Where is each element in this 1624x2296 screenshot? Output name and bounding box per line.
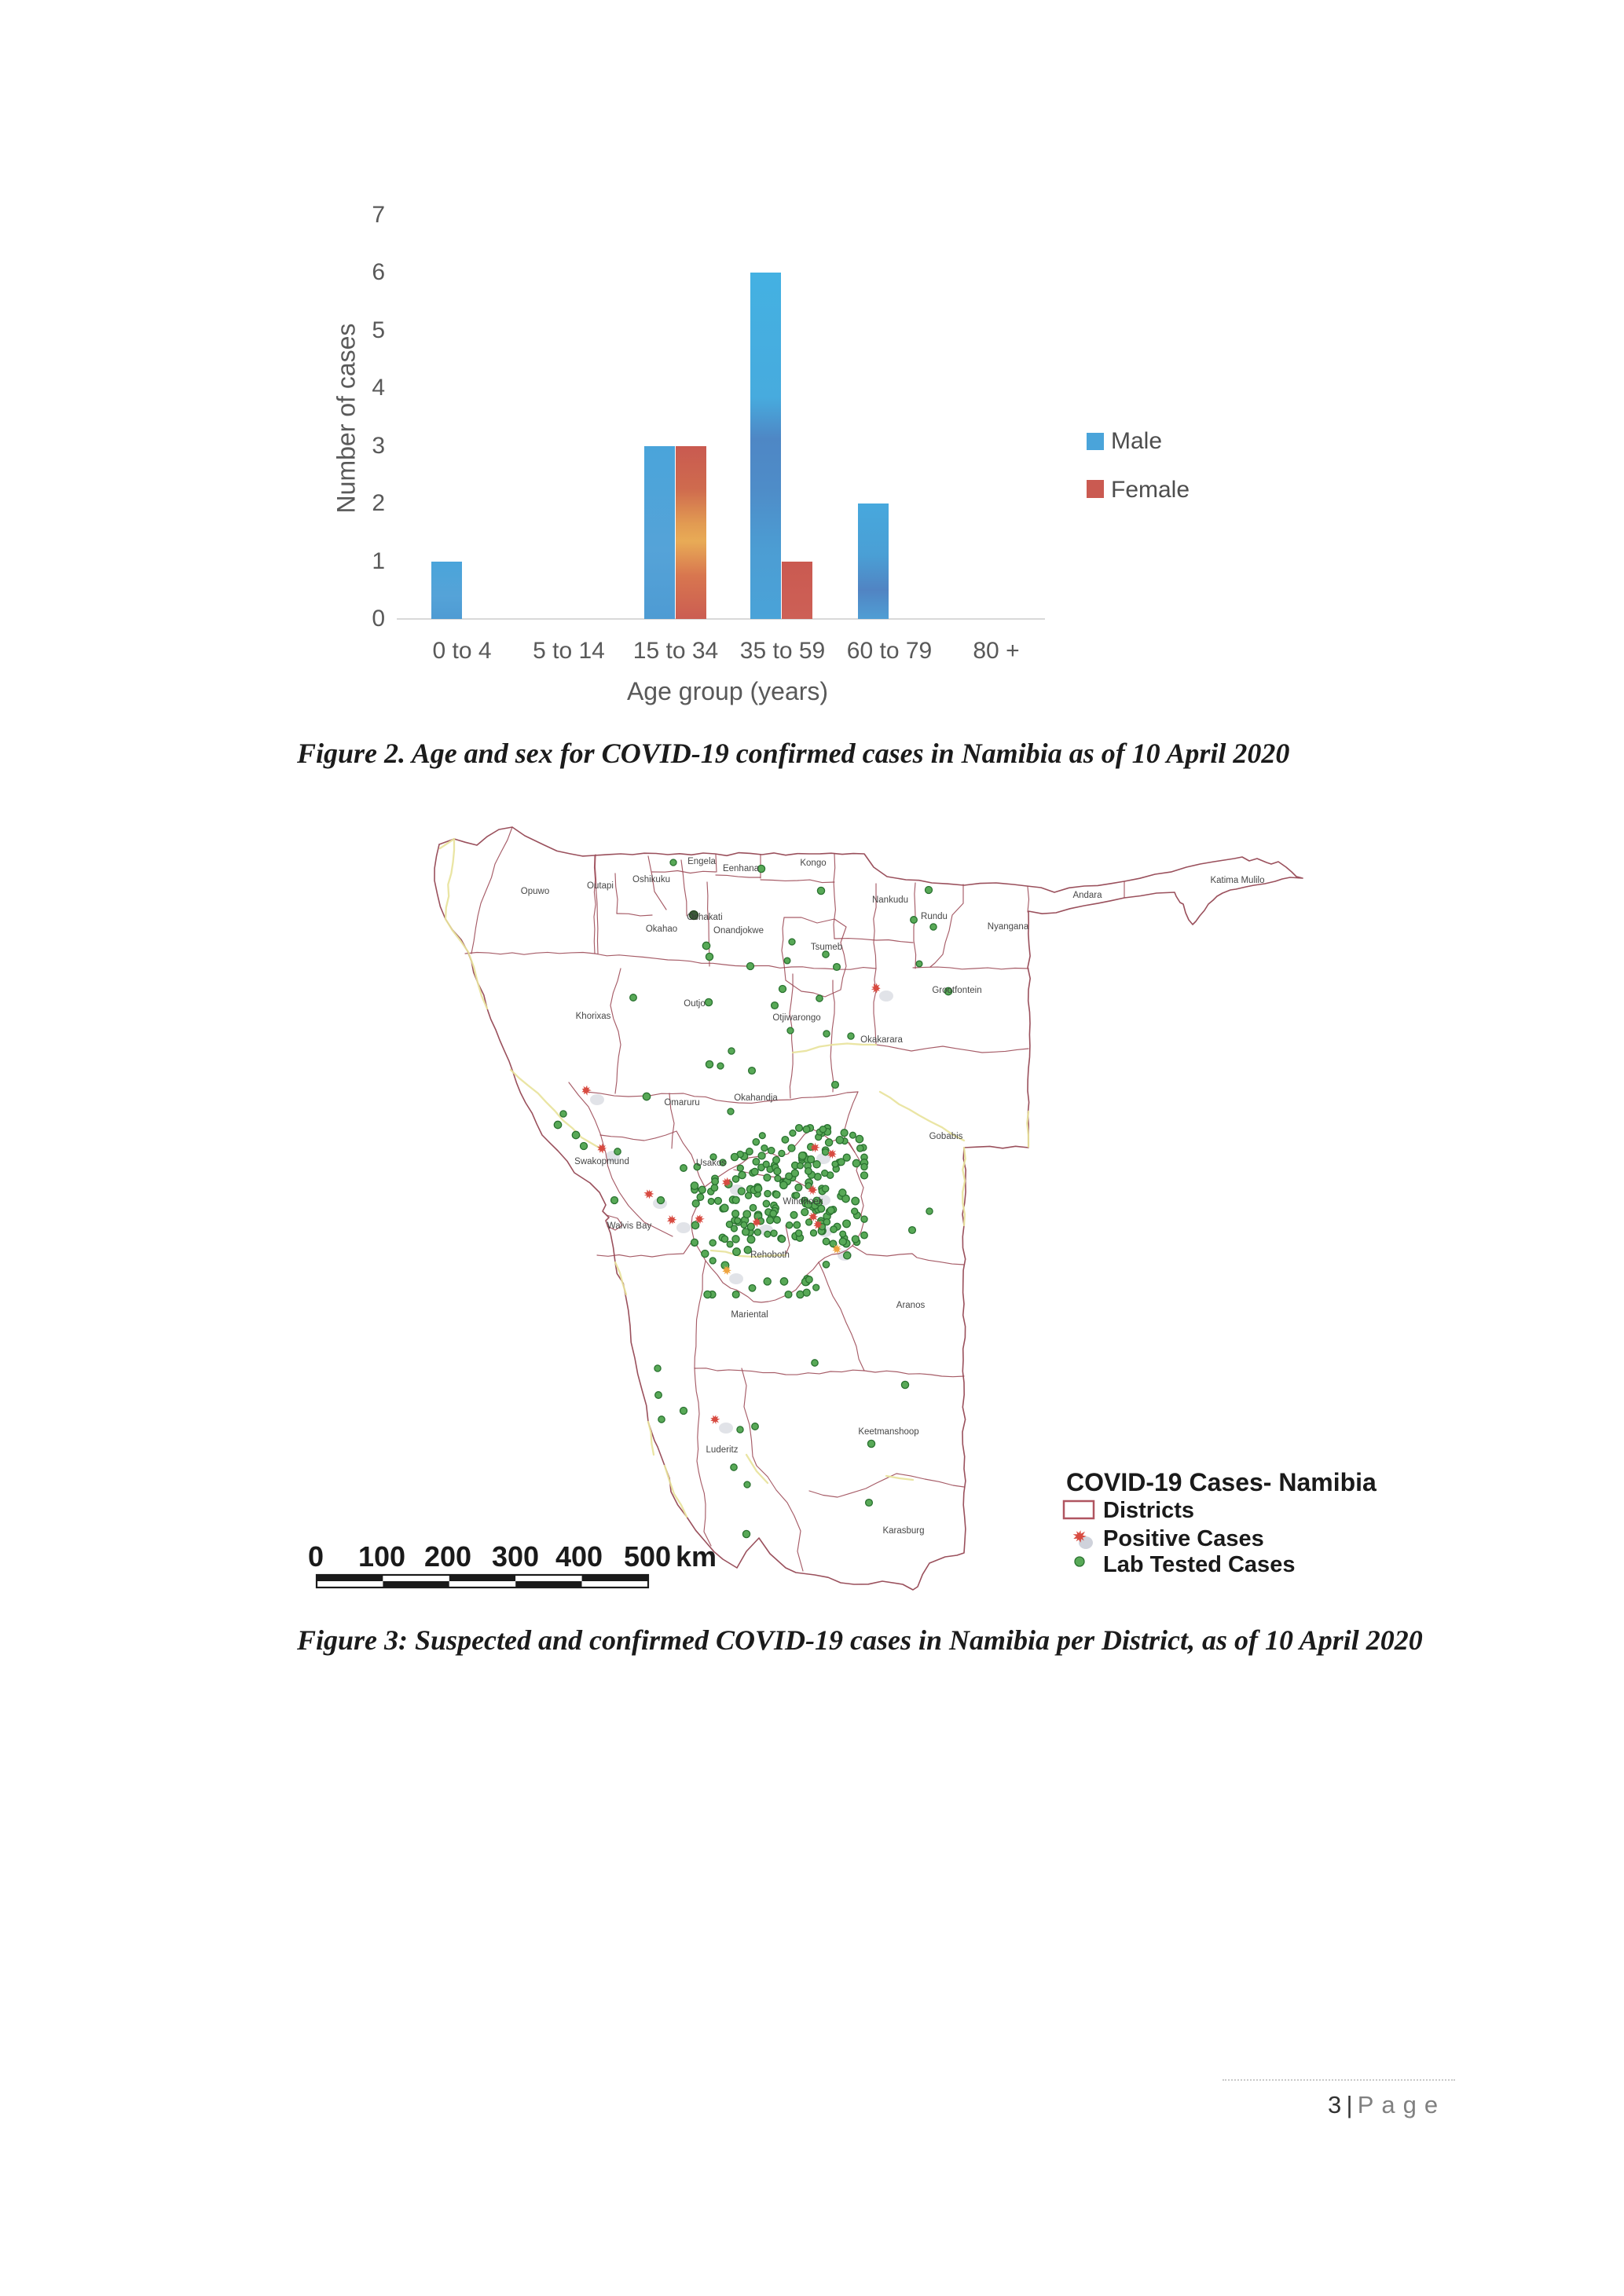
svg-text:Kongo: Kongo — [800, 859, 826, 868]
svg-text:500: 500 — [624, 1540, 671, 1573]
svg-text:200: 200 — [424, 1540, 471, 1573]
svg-text:400: 400 — [555, 1540, 603, 1573]
svg-text:Tsumeb: Tsumeb — [811, 943, 842, 952]
svg-text:Positive Cases: Positive Cases — [1103, 1526, 1264, 1551]
svg-text:Keetmanshoop: Keetmanshoop — [858, 1427, 918, 1437]
svg-text:Districts: Districts — [1103, 1498, 1194, 1523]
svg-text:Grootfontein: Grootfontein — [932, 986, 981, 995]
svg-text:Okakarara: Okakarara — [860, 1035, 903, 1045]
svg-text:Swakopmund: Swakopmund — [574, 1157, 629, 1166]
svg-text:Rundu: Rundu — [921, 912, 948, 921]
svg-text:300: 300 — [492, 1540, 539, 1573]
svg-text:Oshakati: Oshakati — [687, 913, 722, 922]
svg-text:Usakos: Usakos — [696, 1159, 727, 1168]
svg-text:Omaruru: Omaruru — [664, 1098, 699, 1108]
svg-text:km: km — [676, 1540, 717, 1573]
svg-text:Oshikuku: Oshikuku — [632, 875, 670, 884]
svg-text:Katima Mulilo: Katima Mulilo — [1210, 876, 1264, 885]
svg-text:Mariental: Mariental — [731, 1310, 768, 1320]
svg-text:Nankudu: Nankudu — [872, 895, 908, 905]
svg-text:Eenhana: Eenhana — [723, 864, 760, 873]
svg-text:Rehoboth: Rehoboth — [750, 1251, 790, 1260]
svg-text:Aranos: Aranos — [896, 1301, 926, 1310]
svg-text:Engela: Engela — [687, 857, 716, 866]
svg-text:Andara: Andara — [1072, 891, 1102, 900]
svg-text:Khorixas: Khorixas — [576, 1012, 611, 1021]
svg-text:COVID-19 Cases- Namibia: COVID-19 Cases- Namibia — [1066, 1468, 1377, 1496]
svg-text:Otjiwarongo: Otjiwarongo — [772, 1013, 820, 1023]
svg-text:Karasburg: Karasburg — [882, 1526, 924, 1536]
svg-text:Outjo: Outjo — [684, 999, 706, 1009]
svg-text:Opuwo: Opuwo — [521, 887, 549, 896]
svg-text:Onandjokwe: Onandjokwe — [713, 926, 764, 936]
svg-text:0: 0 — [308, 1540, 324, 1573]
svg-text:100: 100 — [358, 1540, 405, 1573]
svg-text:Outapi: Outapi — [587, 881, 614, 891]
svg-text:Lab Tested Cases: Lab Tested Cases — [1103, 1552, 1295, 1577]
svg-text:Nyangana: Nyangana — [988, 922, 1029, 932]
svg-text:Gobabis: Gobabis — [929, 1132, 963, 1141]
svg-text:Okahao: Okahao — [646, 925, 677, 934]
svg-text:Okahandja: Okahandja — [734, 1093, 778, 1103]
svg-text:Luderitz: Luderitz — [706, 1445, 739, 1455]
svg-text:Windhoek: Windhoek — [783, 1197, 823, 1207]
svg-text:Walvis Bay: Walvis Bay — [607, 1221, 652, 1231]
